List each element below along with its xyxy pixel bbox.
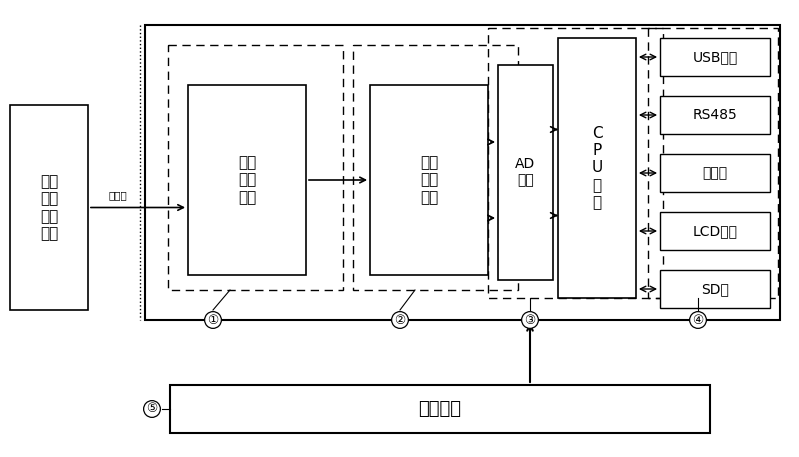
Bar <box>558 38 636 298</box>
Bar <box>648 28 778 298</box>
Text: C
P
U
电
路: C P U 电 路 <box>591 126 602 210</box>
Text: AD
采样: AD 采样 <box>515 157 535 188</box>
Text: 射频线: 射频线 <box>109 191 127 201</box>
Bar <box>145 25 780 320</box>
Text: SD卡: SD卡 <box>701 282 729 296</box>
Bar <box>188 85 306 275</box>
Bar <box>370 85 488 275</box>
Text: USB下载: USB下载 <box>693 50 737 64</box>
Bar <box>10 105 88 310</box>
Text: 信号
调理
电路: 信号 调理 电路 <box>420 155 438 205</box>
Bar <box>660 270 770 308</box>
Bar <box>488 28 663 298</box>
Text: 一次
系统
配电
设备: 一次 系统 配电 设备 <box>40 174 58 241</box>
Text: ⑤: ⑤ <box>146 403 157 415</box>
Bar <box>498 65 553 280</box>
Text: ②: ② <box>395 314 406 326</box>
Text: LCD驱动: LCD驱动 <box>693 224 737 238</box>
Text: RS485: RS485 <box>693 108 737 122</box>
Bar <box>660 38 770 76</box>
Text: 电源电路: 电源电路 <box>419 400 462 418</box>
Text: ③: ③ <box>524 314 535 326</box>
Bar <box>660 96 770 134</box>
Text: ④: ④ <box>693 314 704 326</box>
Bar <box>168 45 343 290</box>
Text: 阱抗
匹配
电路: 阱抗 匹配 电路 <box>238 155 256 205</box>
Bar <box>660 212 770 250</box>
Bar <box>170 385 710 433</box>
Text: 触摸屏: 触摸屏 <box>702 166 728 180</box>
Bar <box>660 154 770 192</box>
Bar <box>353 45 518 290</box>
Text: ①: ① <box>208 314 219 326</box>
